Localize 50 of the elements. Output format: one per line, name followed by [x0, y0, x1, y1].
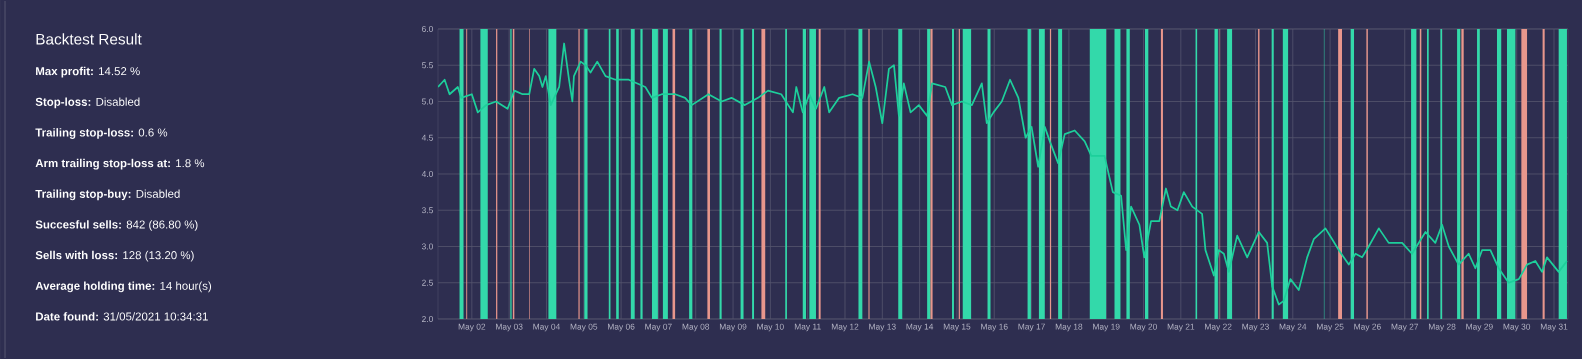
x-tick-label: May 06: [608, 323, 635, 332]
text: Trailing stop-buy: Disabled: [35, 189, 180, 201]
text: Stop-loss: Disabled: [35, 97, 140, 109]
x-tick-label: May 12: [831, 323, 859, 332]
y-tick-label: 3.5: [421, 207, 433, 214]
line-series: [438, 42, 1568, 306]
x-tick-label: May 10: [757, 323, 784, 332]
x-tick-label: May 17: [1018, 323, 1045, 332]
y-tick-label: 5.5: [421, 62, 433, 69]
x-tick-label: May 04: [533, 323, 560, 332]
y-tick-label: 2.5: [422, 279, 433, 286]
y-tick-label: 5.0: [421, 98, 433, 105]
y-tick-label: 6.0: [422, 26, 433, 32]
text: Max profit: 14.52 %: [36, 66, 140, 78]
text: Succesful sells: 842 (86.80 %): [35, 220, 198, 231]
x-tick-label: May 19: [1093, 323, 1120, 332]
x-tick-label: May 25: [1317, 323, 1344, 332]
x-tick-label: May 30: [1503, 323, 1531, 332]
x-tick-label: May 18: [1055, 323, 1083, 332]
x-tick-label: May 13: [869, 323, 896, 332]
text: Arm trailing stop-loss at: 1.8 %: [35, 158, 205, 170]
x-tick-label: May 11: [794, 323, 821, 332]
x-tick-label: May 29: [1466, 323, 1493, 332]
x-tick-label: May 24: [1279, 323, 1307, 332]
x-tick-label: May 26: [1354, 323, 1381, 332]
x-tick-label: May 03: [496, 323, 523, 332]
text: Trailing stop-loss: 0.6 %: [35, 128, 168, 139]
y-tick-label: 2.0: [422, 316, 433, 322]
x-tick-label: May 21: [1167, 323, 1195, 332]
x-tick-label: May 23: [1242, 323, 1269, 332]
x-tick-label: May 02: [458, 323, 486, 332]
text: Date found: 31/05/2021 10:34:31: [36, 312, 208, 321]
x-tick-label: May 07: [645, 323, 672, 332]
text: Average holding time: 14 hour(s): [35, 281, 212, 293]
x-tick-label: May 27: [1391, 323, 1419, 332]
x-tick-label: May 08: [682, 323, 710, 332]
x-tick-label: May 15: [943, 323, 971, 332]
x-tick-label: May 22: [1205, 323, 1232, 332]
y-tick-label: 3.0: [421, 243, 433, 250]
x-tick-label: May 05: [570, 323, 598, 332]
x-tick-label: May 20: [1130, 323, 1157, 332]
text: Sells with loss: 128 (13.20 %): [35, 250, 194, 262]
text: Backtest Result: [36, 33, 142, 45]
x-tick-label: May 28: [1428, 323, 1456, 332]
y-tick-label: 4.5: [421, 134, 433, 141]
x-tick-label: May 16: [981, 323, 1008, 332]
x-tick-label: May 31: [1540, 323, 1568, 332]
x-tick-label: May 14: [906, 323, 934, 332]
y-tick-label: 4.0: [421, 171, 433, 177]
x-tick-label: May 09: [719, 323, 747, 332]
